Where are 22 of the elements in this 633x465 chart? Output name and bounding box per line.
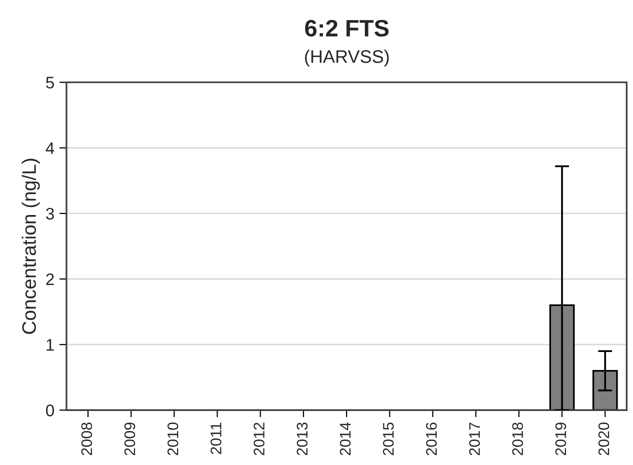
x-tick-label: 2016 xyxy=(426,422,437,456)
x-tick-label: 2011 xyxy=(210,422,222,454)
chart-title: 6:2 FTS xyxy=(305,20,389,37)
y-axis-title: Concentration (ng/L) xyxy=(22,158,40,334)
x-tick-label: 2020 xyxy=(598,422,610,456)
x-tick-label: 2008 xyxy=(81,422,92,456)
x-tick-label: 2012 xyxy=(254,422,264,456)
y-tick-label: 4 xyxy=(46,142,54,154)
x-tick-label: 2018 xyxy=(512,422,524,456)
x-tick-label: 2014 xyxy=(340,422,351,456)
x-tick-label: 2010 xyxy=(167,422,178,456)
x-tick-label: 2017 xyxy=(469,422,480,456)
y-tick-label: 5 xyxy=(46,76,54,89)
x-tick-label: 2019 xyxy=(555,422,566,456)
y-tick-label: 2 xyxy=(46,273,54,286)
x-tick-label: 2015 xyxy=(382,422,394,456)
x-tick-label: 2009 xyxy=(124,422,136,456)
chart-subtitle: (HARVSS) xyxy=(305,50,389,67)
y-tick-label: 3 xyxy=(46,208,54,220)
x-tick-label: 2013 xyxy=(296,422,308,456)
y-tick-label: 1 xyxy=(46,339,54,351)
y-tick-label: 0 xyxy=(46,404,54,416)
